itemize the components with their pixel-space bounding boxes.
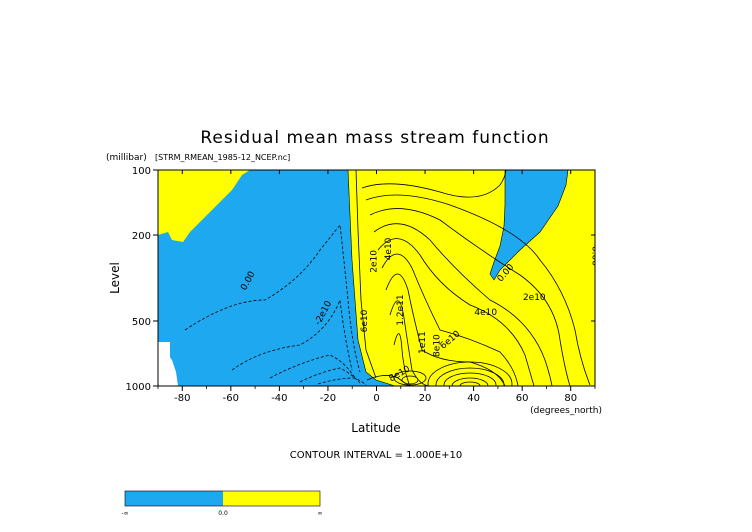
closed-contour-2 xyxy=(435,367,505,386)
contour-label: 2e10 xyxy=(523,293,546,303)
contour-interval-note: CONTOUR INTERVAL = 1.000E+10 xyxy=(290,450,462,461)
closed-contour-5 xyxy=(459,381,481,386)
y-tick-label: 200 xyxy=(132,231,151,242)
colorbar: -∞ 0.0 ∞ xyxy=(121,490,323,517)
surface-fill xyxy=(166,352,178,386)
contour-label: 4e10 xyxy=(384,237,394,260)
x-tick-label: -60 xyxy=(223,393,239,404)
pos-contour-4 xyxy=(369,208,571,386)
closed-contour-1 xyxy=(427,361,513,386)
colorbar-label-pos-inf: ∞ xyxy=(318,510,323,517)
contour-label: 1e11 xyxy=(418,331,428,354)
zero-contour-north xyxy=(489,170,569,281)
x-tick-label: 0 xyxy=(373,393,379,404)
x-tick-label: 20 xyxy=(419,393,432,404)
pos-contour-11 xyxy=(366,375,411,386)
closed-contour-3 xyxy=(443,372,497,386)
x-tick-label: -20 xyxy=(320,393,336,404)
colorbar-label-neg-inf: -∞ xyxy=(121,510,128,517)
y-tick-label: 1000 xyxy=(126,382,151,393)
x-tick-label: 60 xyxy=(516,393,529,404)
neg-contour-1 xyxy=(184,223,361,373)
colorbar-negative xyxy=(125,491,223,506)
neg-contour-2 xyxy=(231,299,353,371)
plot-area: 0.00 0.000.00-2e102e104e104e106e106e101.2… xyxy=(158,170,600,386)
x-tick-label: 40 xyxy=(467,393,480,404)
closed-contour-7 xyxy=(401,375,419,385)
pos-contour-3 xyxy=(365,194,591,386)
pos-contour-5 xyxy=(373,223,553,386)
colorbar-label-zero: 0.0 xyxy=(218,510,228,517)
pos-contour-6 xyxy=(377,238,535,386)
y-axis: 1000 500 200 100 xyxy=(126,166,595,393)
y-tick-label: 100 xyxy=(132,166,151,177)
closed-contour-6 xyxy=(393,370,427,386)
zero-contour-south xyxy=(347,170,396,386)
colorbar-positive xyxy=(223,491,320,506)
y-units: (millibar) xyxy=(106,153,147,163)
x-tick-label: 80 xyxy=(564,393,577,404)
pos-contour-1 xyxy=(355,170,377,379)
x-axis-label: Latitude xyxy=(351,421,400,435)
chart-title: Residual mean mass stream function xyxy=(200,128,549,148)
neg-contour-3 xyxy=(269,354,356,379)
x-units: (degrees_north) xyxy=(530,406,602,416)
pos-contour-7 xyxy=(381,253,519,386)
pos-contour-10 xyxy=(393,333,411,386)
colorbar-frame xyxy=(124,490,321,507)
negative-region-south xyxy=(158,170,395,386)
contour-label: 1.2e11 xyxy=(396,294,406,325)
chart-subtitle: [STRM_RMEAN_1985-12_NCEP.nc] xyxy=(155,153,290,162)
pos-contour-8 xyxy=(385,273,506,386)
y-tick-label: 500 xyxy=(132,317,151,328)
x-tick-label: -80 xyxy=(174,393,190,404)
contour-label: 2e10 xyxy=(370,250,380,273)
y-axis-label: Level xyxy=(108,262,122,294)
pos-contour-2 xyxy=(361,170,507,198)
closed-contour-4 xyxy=(451,377,489,386)
contour-label: 8e10 xyxy=(433,334,443,357)
neg-contour-5 xyxy=(317,377,367,386)
contour-label: 4e10 xyxy=(474,308,497,318)
negative-region-north xyxy=(490,170,568,280)
contour-label: 6e10 xyxy=(360,309,370,332)
pos-contour-9 xyxy=(389,300,431,386)
x-tick-label: -40 xyxy=(271,393,287,404)
contour-label: 0.00 xyxy=(590,246,600,266)
